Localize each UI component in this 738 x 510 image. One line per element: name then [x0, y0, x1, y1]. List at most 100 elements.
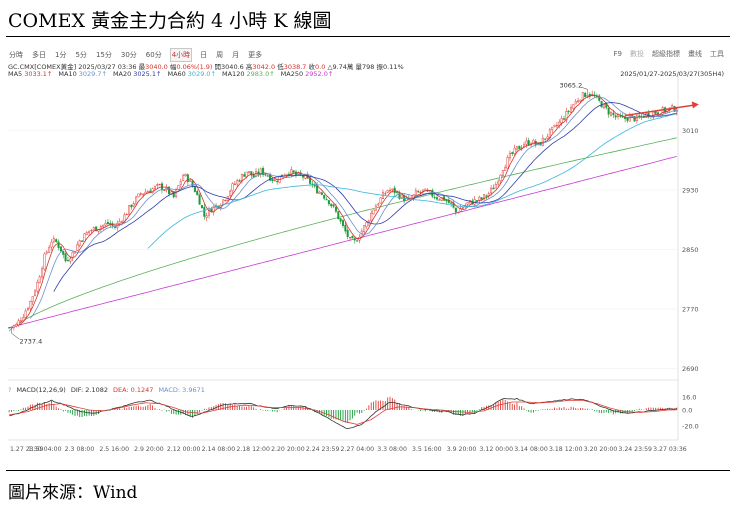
macd-legend: ? MACD(12,26,9) DIF: 2.1082 DEA: 0.1247 MACD…	[8, 386, 210, 394]
candle	[567, 110, 570, 113]
ma-legend-value: 3025.1↑	[133, 70, 162, 78]
candle	[292, 170, 295, 173]
candle	[323, 195, 326, 199]
candle	[26, 307, 29, 311]
y-tick-label: 2770	[682, 306, 699, 314]
quote-label: 收	[308, 63, 316, 71]
period-tab[interactable]: 更多	[248, 51, 263, 59]
x-tick-label: 3.18 12:00	[549, 446, 583, 453]
candle	[156, 184, 159, 186]
candle	[106, 221, 109, 224]
x-tick-label: 2.5 16:00	[99, 446, 129, 453]
tool-button[interactable]: 數投	[630, 50, 644, 58]
tool-button[interactable]: 工具	[710, 50, 724, 58]
period-tab[interactable]: 15分	[95, 51, 112, 59]
candle	[504, 166, 507, 172]
candle	[325, 199, 328, 201]
period-tab[interactable]: 30分	[120, 51, 137, 59]
candle	[66, 260, 69, 262]
candle	[555, 125, 558, 127]
series-line-ma60	[147, 113, 677, 249]
period-toolbar: 分時 多日 1分 5分 15分 30分 60分 4小時日周月更多	[8, 48, 270, 62]
candle	[205, 215, 208, 218]
candle	[76, 244, 79, 251]
x-tick-label: 2.9 20:00	[134, 446, 164, 453]
quote-value: 3038.7	[283, 63, 307, 71]
x-tick-label: 1.30 04:00	[28, 446, 62, 453]
period-tab[interactable]: 分時	[9, 51, 23, 59]
trend-arrow-shaft	[625, 104, 694, 117]
candle	[635, 115, 638, 121]
x-tick-label: 1.27 23:59	[10, 446, 44, 453]
candle	[574, 100, 577, 105]
x-tick-label: 3.14 08:00	[514, 446, 548, 453]
candle	[579, 99, 582, 102]
candle	[612, 112, 615, 115]
quote-value: 798	[362, 63, 375, 71]
candle	[83, 233, 86, 243]
candle	[527, 140, 530, 146]
macd-dea-line	[9, 400, 677, 425]
candle	[128, 205, 131, 215]
candle	[146, 191, 149, 193]
candle	[433, 197, 436, 199]
x-tick-label: 2.3 08:00	[65, 446, 95, 453]
candle	[346, 230, 349, 238]
macd-y-tick-label: 16.0	[682, 394, 696, 402]
candle	[438, 199, 441, 201]
period-tab[interactable]: 日	[200, 51, 208, 59]
candle	[12, 325, 15, 328]
period-tab[interactable]: 4小時	[169, 48, 193, 62]
candle	[417, 191, 420, 193]
macd-help-icon[interactable]: ?	[8, 386, 12, 394]
candle	[52, 238, 55, 242]
candle	[81, 240, 84, 242]
candle	[48, 247, 51, 253]
y-tick-label: 2930	[682, 186, 699, 194]
title-rule	[6, 36, 730, 37]
date-range: 2025/01/27-2025/03/27(305H4)	[620, 70, 724, 78]
candle	[125, 214, 128, 216]
period-tab[interactable]: 60分	[145, 51, 162, 59]
candle	[490, 187, 493, 194]
candle	[50, 241, 53, 248]
period-tab[interactable]: 1分	[55, 51, 67, 59]
x-tick-label: 3.9 20:00	[447, 446, 477, 453]
tool-button[interactable]: 超級指標	[652, 50, 680, 58]
candle	[22, 317, 25, 321]
candle	[553, 124, 556, 127]
x-tick-label: 2.12 00:00	[167, 446, 201, 453]
ma-legend-label: MA20	[112, 70, 132, 78]
candle	[414, 190, 417, 196]
candle	[184, 174, 187, 176]
period-tab[interactable]: 月	[232, 51, 240, 59]
x-tick-label: 2.27 04:00	[341, 446, 375, 453]
x-tick-label: 2.24 23:59	[306, 446, 340, 453]
period-tab[interactable]: 周	[216, 51, 224, 59]
candle	[252, 174, 255, 178]
candle	[436, 197, 439, 200]
ma-legend-value: 2983.0↑	[246, 70, 275, 78]
candle	[71, 251, 74, 259]
candle	[377, 203, 380, 206]
tool-button[interactable]: 畫线	[688, 50, 702, 58]
candle	[250, 171, 253, 176]
candle	[626, 117, 629, 121]
candle	[320, 192, 323, 195]
candle	[34, 290, 37, 296]
candle	[353, 238, 356, 241]
ma-legend-item: MA250 2952.0↑	[281, 70, 334, 78]
candle	[266, 175, 269, 177]
period-tab[interactable]: 多日	[32, 51, 46, 59]
macd-y-tick-label: -20.0	[682, 423, 699, 431]
candle	[158, 183, 161, 186]
candle	[19, 320, 22, 323]
candle	[607, 107, 610, 115]
kline-chart-svg[interactable]: 2690 2770 2850 2930 3010 16.0 0.0 -20.0 1.27 23:…	[6, 44, 730, 466]
period-tab[interactable]: 5分	[75, 51, 87, 59]
candle	[15, 324, 18, 327]
candle	[262, 167, 265, 176]
tool-button[interactable]: F9	[613, 50, 622, 58]
candle	[179, 181, 182, 185]
candle	[349, 237, 352, 239]
